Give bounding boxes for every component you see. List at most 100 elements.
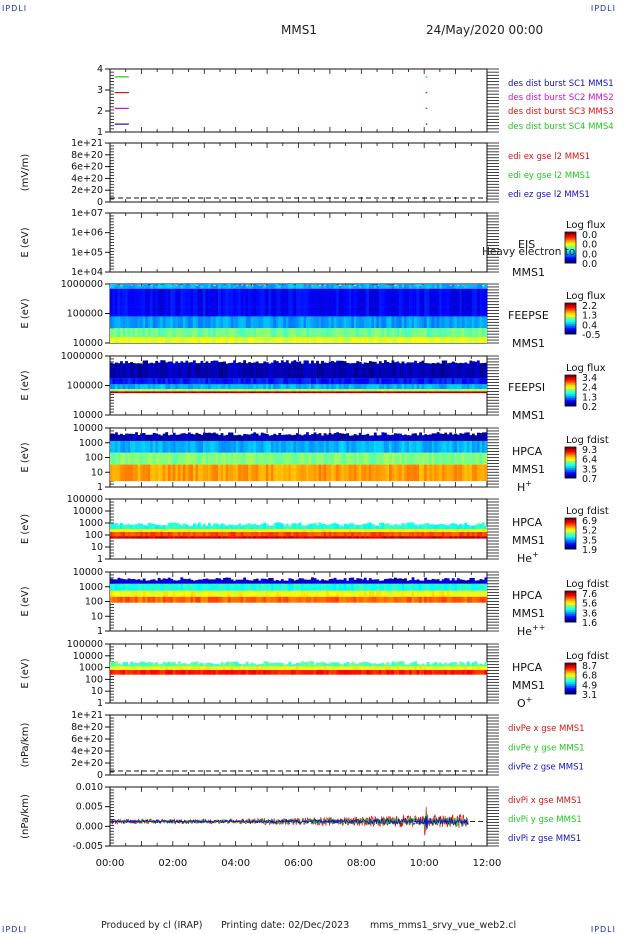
spectrogram-cell <box>223 590 226 597</box>
spectrogram-cell <box>316 596 319 603</box>
colorbar-tick-label: 3.4 <box>582 373 597 384</box>
spectrogram-cell <box>346 337 350 343</box>
spectrogram-cell <box>356 669 360 675</box>
spectrogram-cell <box>238 391 241 394</box>
spectrogram-cell <box>436 432 440 441</box>
spectrogram-cell <box>190 464 194 482</box>
spectrogram-cell <box>439 288 443 317</box>
spectrogram-cell <box>409 435 412 441</box>
spectrogram-cell <box>288 434 292 441</box>
spectrogram-cell <box>137 328 141 338</box>
spectrogram-cell <box>210 452 214 465</box>
spectrogram-cell <box>172 596 176 603</box>
spectrogram-cell <box>419 664 422 667</box>
spectrogram-cell <box>142 328 146 338</box>
spectrogram-cell <box>298 536 302 539</box>
spectrogram-cell <box>177 536 181 539</box>
spectrogram-cell <box>323 433 327 441</box>
spectrogram-cell <box>192 328 196 338</box>
spectrogram-cell <box>180 536 184 539</box>
spectrogram-cell <box>454 337 458 343</box>
spectrogram-cell <box>218 328 221 338</box>
spectrogram-cell <box>383 596 387 603</box>
spectrogram-cell <box>323 288 327 317</box>
spectrogram-cell <box>240 378 244 385</box>
spectrogram-cell <box>371 590 375 597</box>
spectrogram-cell <box>268 532 272 537</box>
spectrogram-cell <box>285 536 289 539</box>
spectrogram-cell <box>434 666 438 670</box>
spectrogram-cell <box>185 529 189 532</box>
spectrogram-cell <box>454 284 458 289</box>
spectrogram-cell <box>414 536 417 539</box>
spectrogram-cell <box>358 316 362 329</box>
panel-hpca_he2 <box>105 571 577 632</box>
spectrogram-cell <box>145 525 148 529</box>
spectrogram-cell <box>439 529 443 532</box>
spectrogram-cell <box>268 440 272 453</box>
spectrogram-cell <box>301 536 304 539</box>
spectrogram-cell <box>265 440 269 453</box>
spectrogram-cell <box>353 328 357 338</box>
spectrogram-cell <box>328 432 332 441</box>
spectrogram-cell <box>238 389 241 392</box>
spectrogram-cell <box>175 389 179 392</box>
spectrogram-cell <box>481 664 485 667</box>
spectrogram-cell <box>145 596 148 603</box>
spectrogram-cell <box>431 590 435 597</box>
spectrogram-cell <box>142 389 146 392</box>
spectrogram-cell <box>376 337 380 343</box>
spectrogram-cell <box>125 524 128 529</box>
spectrogram-cell <box>341 529 345 532</box>
spectrogram-cell <box>122 452 126 465</box>
colorbar-title: Log fdist <box>566 579 609 590</box>
spectrogram-cell <box>255 433 259 441</box>
spectrogram-cell <box>110 378 113 385</box>
spectrogram-cell <box>185 452 189 465</box>
colorbar-cell <box>565 537 576 540</box>
spectrogram-cell <box>426 434 430 441</box>
spectrogram-cell <box>376 389 380 392</box>
spectrogram-cell <box>313 532 317 537</box>
spectrogram-cell <box>228 590 231 597</box>
spectrogram-cell <box>235 440 239 453</box>
spectrogram-cell <box>363 434 367 441</box>
spectrogram-cell <box>318 522 322 529</box>
spectrogram-cell <box>479 316 483 329</box>
spectrogram-cell <box>376 328 380 338</box>
spectrogram-cell <box>381 583 385 591</box>
spectrogram-cell <box>240 435 244 441</box>
spectrogram-cell <box>263 590 267 597</box>
spectrogram-cell <box>308 669 312 675</box>
spectrogram-cell <box>356 590 360 597</box>
spectrogram-cell <box>431 532 435 537</box>
spectrogram-cell <box>245 384 249 390</box>
spectrogram-cell <box>127 524 131 529</box>
spectrogram-cell <box>378 316 382 329</box>
spectrogram-cell <box>230 669 234 675</box>
spectrogram-cell <box>273 596 277 603</box>
spectrogram-cell <box>409 666 412 670</box>
spectrogram-cell <box>278 583 282 591</box>
spectrogram-cell <box>466 580 470 584</box>
spectrogram-cell <box>233 666 236 670</box>
spectrogram-cell <box>132 440 136 453</box>
spectrogram-cell <box>265 464 269 482</box>
spectrogram-cell <box>295 579 299 584</box>
spectrogram-cell <box>243 532 247 537</box>
spectrogram-cell <box>228 316 231 329</box>
spectrogram-cell <box>421 391 425 394</box>
spectrogram-cell <box>424 666 427 670</box>
spectrogram-cell <box>157 536 161 539</box>
spectrogram-cell <box>381 384 385 390</box>
spectrogram-cell <box>441 669 445 675</box>
spectrogram-cell <box>388 590 392 597</box>
spectrogram-cell <box>245 452 249 465</box>
spectrogram-cell <box>388 284 392 289</box>
spectrogram-cell <box>426 529 430 532</box>
spectrogram-cell <box>404 363 407 379</box>
spectrogram-cell <box>363 316 367 329</box>
spectrogram-cell <box>313 669 317 675</box>
spectrogram-cell <box>313 391 317 394</box>
spectrogram-cell <box>351 596 355 603</box>
